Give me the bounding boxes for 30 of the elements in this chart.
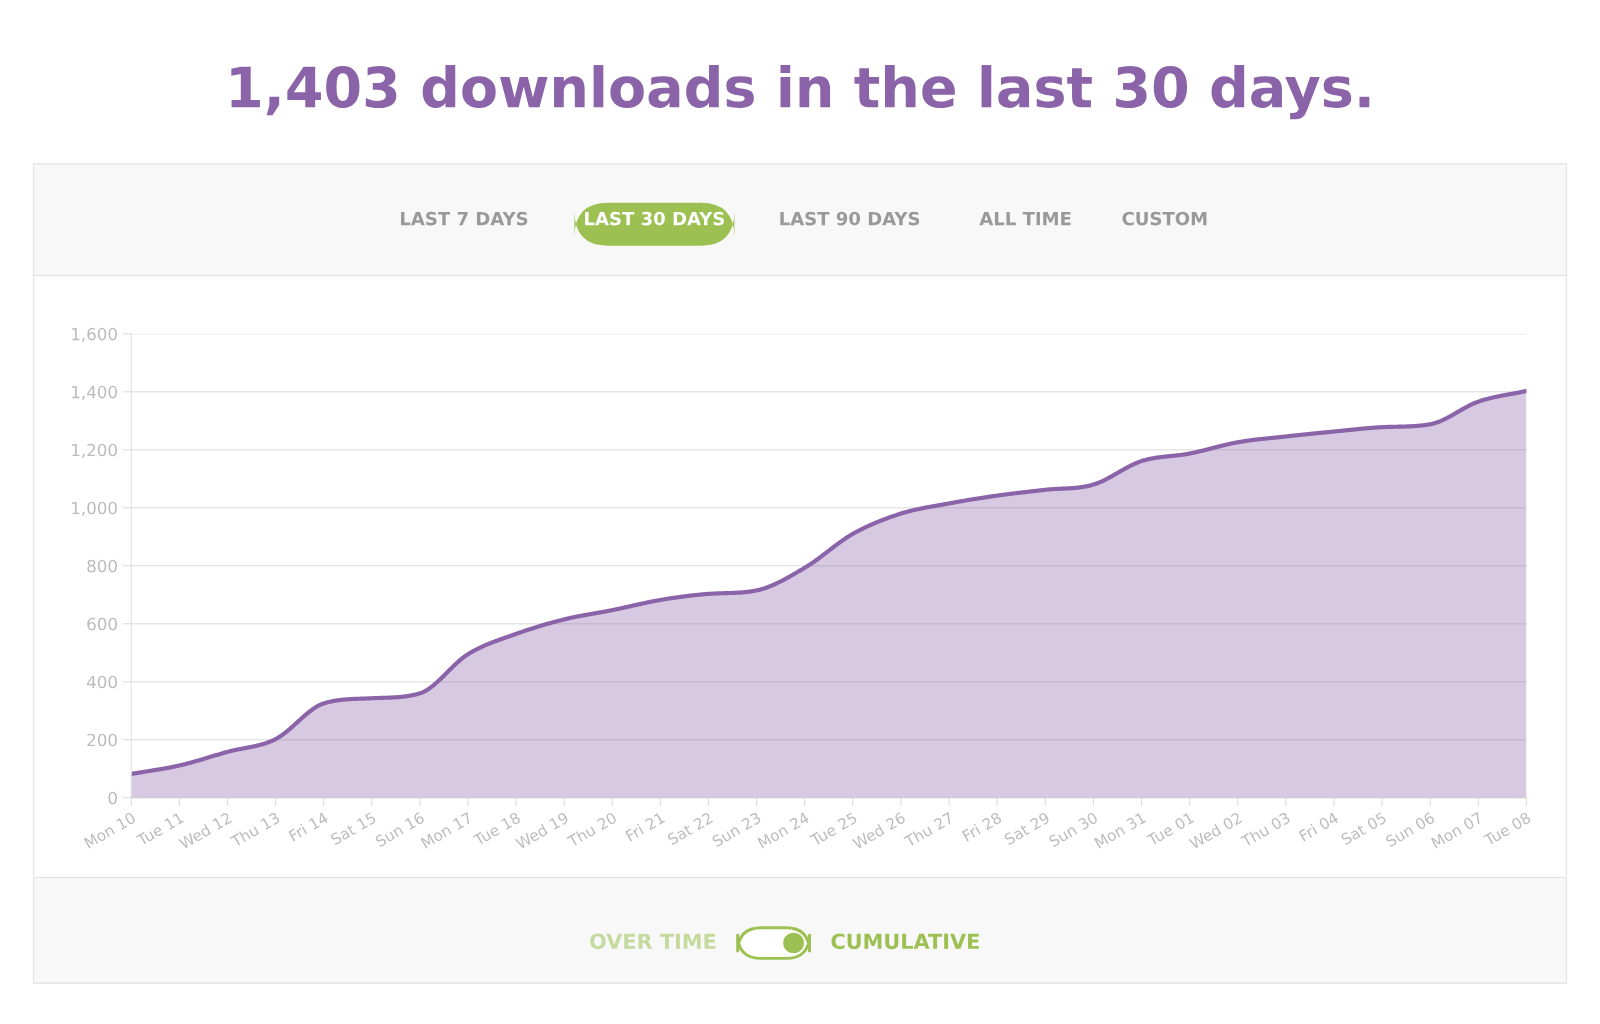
x-tick-label: Fri 21	[624, 811, 665, 842]
y-tick-label: 1,200	[72, 443, 117, 459]
x-tick-label: Thu 20	[566, 811, 618, 848]
y-tick-label: 200	[87, 733, 117, 747]
y-tick-label: 0	[108, 791, 117, 805]
x-tick-label: Sat 29	[1003, 811, 1051, 846]
x-tick-label: Thu 13	[229, 811, 281, 848]
y-tick-label: 1,400	[72, 385, 117, 401]
text: CUSTOM	[1122, 211, 1207, 226]
text: LAST 30 DAYS	[585, 211, 724, 226]
y-tick-label: 1,000	[72, 501, 117, 517]
y-tick-label: 600	[87, 617, 117, 631]
y-tick-label: 1,600	[72, 327, 117, 343]
text: CUMULATIVE	[831, 933, 979, 950]
x-tick-label: Thu 27	[903, 811, 954, 848]
x-tick-label: Sat 05	[1340, 811, 1387, 846]
chart-title: 1,403 downloads in the last 30 days.	[231, 65, 1370, 120]
x-tick-label: Fri 04	[1298, 811, 1340, 842]
text: LAST 90 DAYS	[780, 211, 920, 226]
text: OVER TIME	[590, 933, 716, 950]
text: LAST 7 DAYS	[401, 211, 528, 226]
x-tick-label: Fri 14	[288, 811, 329, 842]
y-tick-label: 800	[87, 559, 117, 573]
x-tick-label: Sat 22	[666, 811, 714, 846]
text: ALL TIME	[979, 211, 1071, 226]
x-tick-label: Mon 10	[83, 811, 137, 849]
x-tick-label: Fri 28	[961, 811, 1003, 842]
x-tick-label: Tue 08	[1482, 811, 1532, 847]
y-tick-label: 400	[87, 675, 117, 689]
x-tick-label: Sat 15	[330, 811, 377, 846]
